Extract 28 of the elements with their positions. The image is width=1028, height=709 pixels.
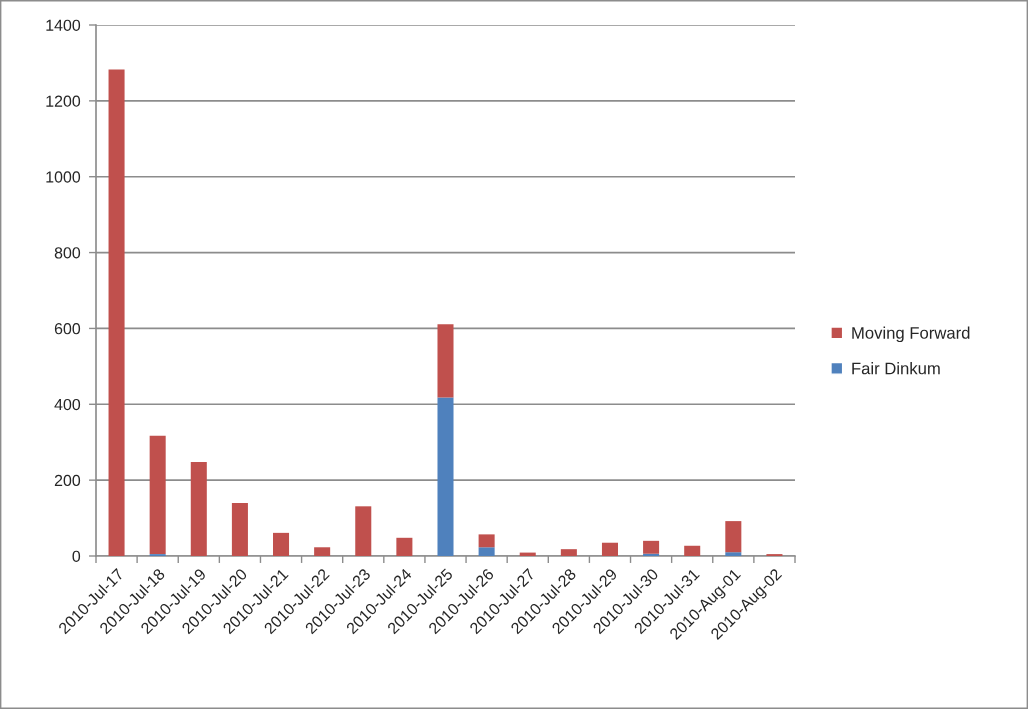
legend-label: Moving Forward (852, 326, 970, 343)
bar (273, 532, 290, 556)
y-tick-label: 600 (54, 323, 81, 335)
bar (560, 549, 577, 556)
y-tick-label: 0 (72, 550, 81, 562)
bar (437, 324, 454, 398)
legend-label: Fair Dinkum (852, 362, 940, 375)
y-tick-label: 200 (54, 474, 81, 487)
bar (190, 461, 207, 556)
bar (231, 502, 248, 556)
bar (437, 397, 454, 556)
bar (684, 545, 701, 556)
bar (478, 534, 495, 548)
bar (725, 552, 742, 556)
y-tick-label: 1200 (46, 95, 81, 107)
bar (149, 435, 166, 555)
bar (478, 547, 495, 556)
y-tick-label: 400 (54, 398, 81, 411)
bar (601, 542, 618, 556)
bar (355, 506, 372, 556)
bar (725, 521, 742, 553)
y-tick-label: 1400 (46, 19, 81, 31)
y-tick-label: 800 (54, 247, 81, 259)
bar (643, 540, 660, 554)
bar (108, 69, 125, 556)
y-tick-label: 1000 (46, 171, 81, 183)
bar (314, 547, 331, 556)
bar (396, 537, 413, 556)
